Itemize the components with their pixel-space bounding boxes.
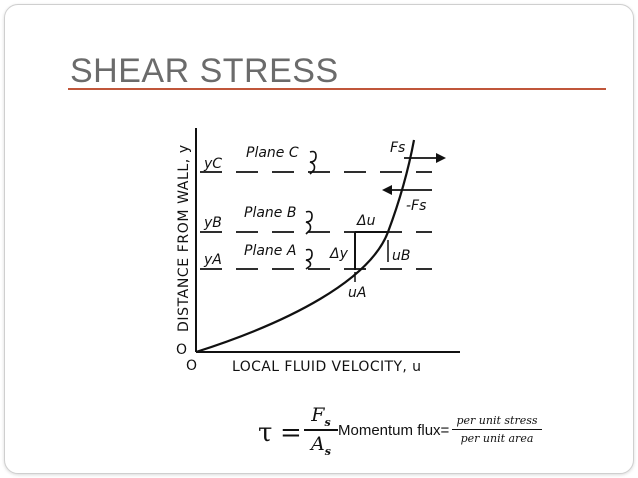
slide-title: SHEAR STRESS <box>70 52 339 90</box>
level-label-a: yA <box>203 252 222 268</box>
force-fs-label: Fs <box>390 140 405 156</box>
numerator-subscript: s <box>324 415 331 429</box>
plane-label-a: Plane A <box>244 243 296 259</box>
equals-sign: = <box>280 418 302 448</box>
ratio-denominator: per unit area <box>460 432 534 445</box>
slide-frame <box>4 4 634 474</box>
tau-symbol: τ <box>258 418 273 448</box>
delta-u-label: Δu <box>356 213 376 229</box>
velocity-a-label: uA <box>348 285 366 301</box>
x-axis-label: LOCAL FLUID VELOCITY, u <box>232 359 421 375</box>
velocity-profile-curve <box>195 139 416 354</box>
force-minus-fs-label: -Fs <box>406 198 426 214</box>
fraction-numerator: Fs <box>304 404 338 429</box>
plane-label-c: Plane C <box>246 145 299 161</box>
plane-a-pointer <box>305 248 313 270</box>
momentum-flux-label: Momentum flux= <box>338 422 450 439</box>
plane-c-pointer <box>309 150 317 175</box>
plane-b-pointer <box>305 210 313 235</box>
delta-y-label: Δy <box>329 246 349 262</box>
ratio-numerator: per unit stress <box>456 414 538 427</box>
level-label-b: yB <box>203 215 222 231</box>
momentum-flux-fraction: per unit stress per unit area <box>452 414 542 445</box>
denominator-symbol: A <box>311 432 325 455</box>
force-minus-fs-arrowhead <box>382 185 392 195</box>
numerator-symbol: F <box>311 404 325 426</box>
force-fs-arrowhead <box>436 153 446 163</box>
fraction-denominator: As <box>304 432 338 458</box>
fraction-bar <box>304 429 338 431</box>
velocity-b-label: uB <box>392 248 410 264</box>
force-area-fraction: Fs As <box>304 404 338 457</box>
origin-x-label: O <box>186 358 197 374</box>
plane-label-b: Plane B <box>244 205 296 221</box>
ratio-bar <box>452 429 542 430</box>
origin-y-label: O <box>176 342 187 358</box>
y-axis-label: DISTANCE FROM WALL, y <box>176 144 192 332</box>
title-underline <box>68 88 606 90</box>
level-label-c: yC <box>203 156 222 172</box>
denominator-subscript: s <box>324 444 331 458</box>
